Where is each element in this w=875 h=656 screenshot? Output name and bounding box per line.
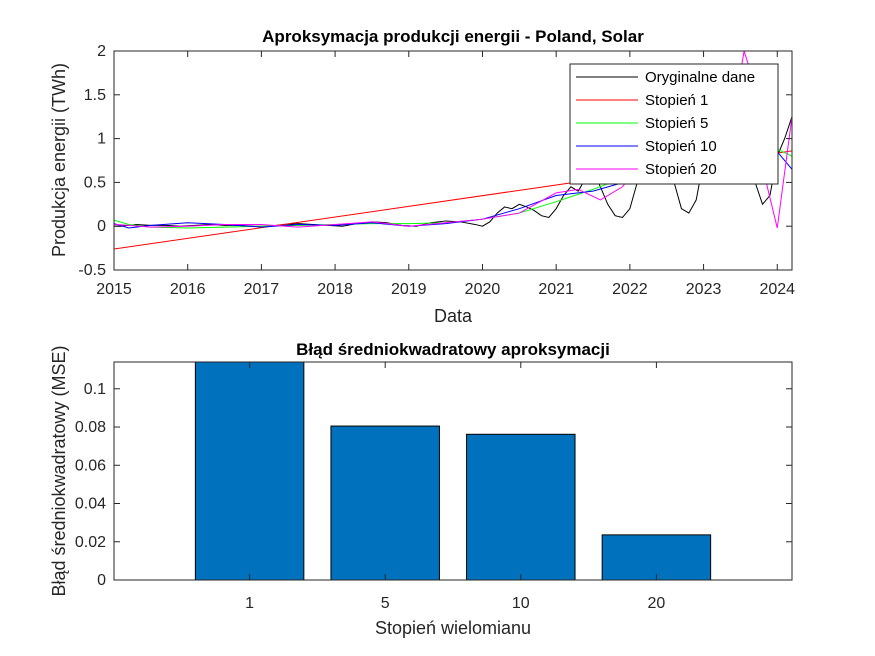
x-tick-label: 2017 — [244, 281, 280, 298]
bar-1 — [194, 361, 305, 581]
x-ticks: 2015 2016 2017 2018 2019 2020 2021 2022 2023 2024 — [96, 51, 795, 298]
legend-box — [569, 63, 779, 185]
y-tick-label: 0.02 — [75, 534, 106, 551]
x-tick-label: 20 — [648, 595, 666, 612]
chart-title: Błąd średniokwadratowy aproksymacji — [296, 340, 610, 359]
y-tick-label: 1 — [97, 131, 106, 148]
x-tick-label: 2024 — [759, 281, 795, 298]
bar-10 — [466, 433, 576, 581]
legend-label: Oryginalne dane — [645, 69, 755, 86]
y-tick-label: 0.04 — [75, 496, 106, 513]
x-ticks: 1 5 10 20 — [245, 362, 665, 612]
y-tick-label: 0.1 — [84, 381, 106, 398]
y-axis-label: Produkcja energii (TWh) — [49, 63, 69, 257]
line-chart: Aproksymacja produkcji energii - Poland,… — [49, 27, 795, 326]
legend-label: Stopień 5 — [645, 115, 708, 132]
x-tick-label: 2015 — [96, 281, 132, 298]
y-tick-label: 0.06 — [75, 457, 106, 474]
x-axis-label: Stopień wielomianu — [375, 618, 531, 638]
y-axis-label: Błąd średniokwadratowy (MSE) — [49, 345, 69, 596]
x-tick-label: 2016 — [170, 281, 206, 298]
legend-label: Stopień 10 — [645, 138, 717, 155]
x-tick-label: 2020 — [465, 281, 501, 298]
x-tick-label: 2018 — [317, 281, 353, 298]
x-tick-label: 2021 — [538, 281, 574, 298]
x-tick-label: 10 — [512, 595, 530, 612]
x-tick-label: 5 — [381, 595, 390, 612]
y-tick-label: -0.5 — [78, 262, 106, 279]
x-tick-label: 2022 — [612, 281, 648, 298]
axes-box — [113, 361, 793, 581]
legend: Oryginalne dane Stopień 1 Stopień 5 Stopień… — [569, 63, 779, 185]
chart-title: Aproksymacja produkcji energii - Poland,… — [262, 27, 644, 46]
y-tick-label: 0 — [97, 218, 106, 235]
y-tick-label: 2 — [97, 43, 106, 60]
x-tick-label: 2023 — [686, 281, 722, 298]
y-tick-label: 0.08 — [75, 419, 106, 436]
x-axis-label: Data — [434, 306, 473, 326]
bar-20 — [601, 534, 712, 581]
y-ticks: 0 0.02 0.04 0.06 0.08 0.1 — [75, 381, 792, 589]
bars-group — [194, 361, 712, 581]
axes-box — [113, 50, 793, 271]
y-tick-label: 1.5 — [84, 87, 106, 104]
y-ticks: -0.5 0 0.5 1 1.5 2 — [78, 43, 792, 279]
x-tick-label: 2019 — [391, 281, 427, 298]
legend-label: Stopień 20 — [645, 161, 717, 178]
bar-5 — [330, 425, 440, 581]
x-tick-label: 1 — [245, 595, 254, 612]
y-tick-label: 0.5 — [84, 174, 106, 191]
bar-chart: Błąd średniokwadratowy aproksymacji 1 5 10… — [49, 340, 793, 638]
legend-label: Stopień 1 — [645, 92, 708, 109]
y-tick-label: 0 — [97, 572, 106, 589]
